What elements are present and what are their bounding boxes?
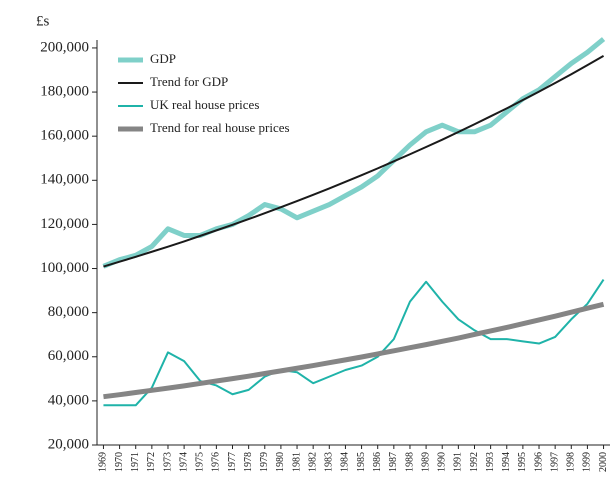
x-tick-label: 1990 [437,452,448,472]
legend-label: GDP [150,51,176,66]
y-tick-label: 40,000 [48,392,89,408]
x-tick-label: 1975 [195,452,206,472]
x-tick-label: 1979 [259,452,270,472]
x-tick-label: 1986 [372,452,383,472]
x-tick-label: 1983 [324,452,335,472]
x-tick-label: 1992 [469,452,480,472]
x-tick-label: 1987 [388,452,399,472]
x-tick-label: 1981 [291,452,302,472]
y-tick-label: 100,000 [40,260,89,276]
y-axis-label: £s [36,13,50,29]
legend-label: UK real house prices [150,97,259,112]
x-tick-label: 1970 [114,452,125,472]
x-tick-label: 1977 [227,452,238,472]
x-tick-label: 1978 [243,452,254,472]
x-tick-label: 2000 [598,452,609,472]
x-tick-label: 1969 [98,452,109,472]
y-tick-label: 180,000 [40,83,89,99]
y-tick-label: 200,000 [40,39,89,55]
x-tick-label: 1980 [275,452,286,472]
x-tick-label: 1993 [485,452,496,472]
y-tick-label: 140,000 [40,172,89,188]
x-tick-label: 1991 [453,452,464,472]
x-tick-label: 1997 [549,452,560,472]
x-tick-label: 1971 [130,452,141,472]
x-tick-label: 1994 [501,452,512,472]
x-tick-label: 1974 [178,452,189,472]
x-tick-label: 1998 [566,452,577,472]
series-line [103,279,605,407]
x-tick-label: 1999 [582,452,593,472]
y-tick-label: 160,000 [40,128,89,144]
x-tick-label: 1989 [420,452,431,472]
x-tick-label: 1982 [307,452,318,472]
x-tick-label: 1973 [162,452,173,472]
series-line [103,301,605,400]
x-tick-label: 1984 [340,452,351,472]
legend-label: Trend for real house prices [150,120,290,135]
x-tick-label: 1976 [211,452,222,472]
series-line [103,55,605,268]
x-tick-label: 1995 [517,452,528,472]
x-tick-label: 1996 [533,452,544,472]
y-tick-label: 60,000 [48,348,89,364]
legend-label: Trend for GDP [150,74,228,89]
y-tick-label: 80,000 [48,304,89,320]
x-tick-label: 1985 [356,452,367,472]
y-tick-label: 20,000 [48,436,89,452]
y-tick-label: 120,000 [40,216,89,232]
x-tick-label: 1972 [146,452,157,472]
x-tick-label: 1988 [404,452,415,472]
